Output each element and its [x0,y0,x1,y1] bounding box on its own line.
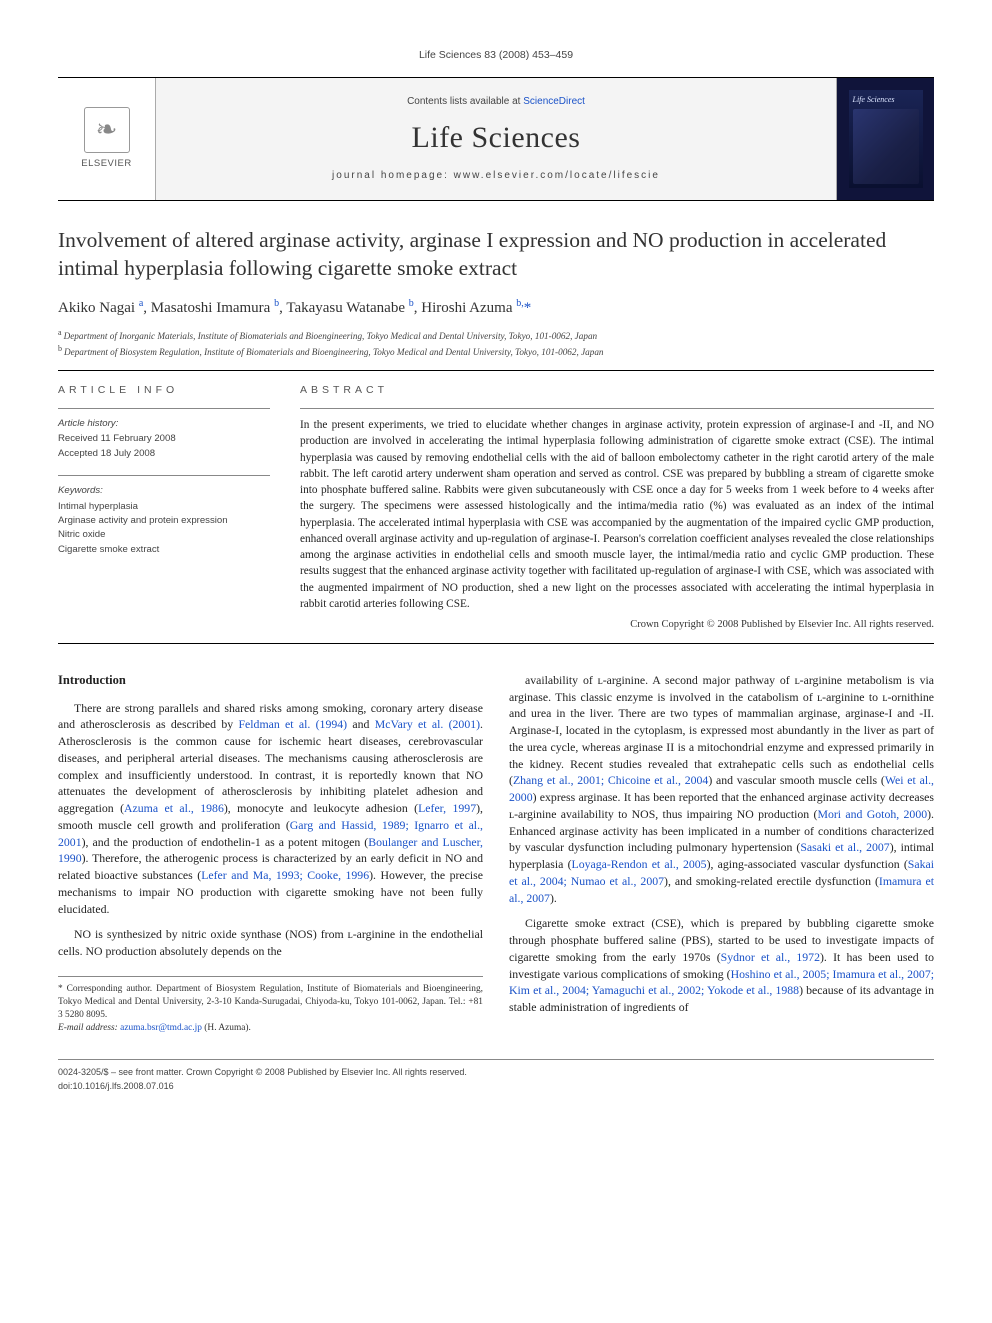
homepage-url: www.elsevier.com/locate/lifescie [454,170,660,181]
t: ), and smoking-related erectile dysfunct… [664,874,879,888]
intro-heading: Introduction [58,672,483,690]
journal-masthead: ❧ ELSEVIER Contents lists available at S… [58,77,934,201]
ref-link[interactable]: Lefer, 1997 [418,801,476,815]
article-info-heading: ARTICLE INFO [58,383,270,398]
elsevier-tree-icon: ❧ [84,107,130,153]
article-title: Involvement of altered arginase activity… [58,227,934,283]
ref-link[interactable]: Lefer and Ma, 1993; Cooke, 1996 [201,868,369,882]
email-label: E-mail address: [58,1023,118,1033]
t: availability of ʟ-arginine. A second maj… [509,673,934,788]
author-email-link[interactable]: azuma.bsr@tmd.ac.jp [120,1023,202,1033]
contents-prefix: Contents lists available at [407,96,523,107]
t: ), and the production of endothelin-1 as… [82,835,369,849]
rule-top [58,370,934,371]
info-rule-1 [58,408,270,409]
affil-a-text: Department of Inorganic Materials, Insti… [64,331,598,341]
keywords-block: Keywords: Intimal hyperplasia Arginase a… [58,484,270,557]
t: ) and vascular smooth muscle cells ( [708,773,885,787]
t: and [347,717,375,731]
ref-link[interactable]: Sasaki et al., 2007 [800,840,889,854]
keyword: Arginase activity and protein expression [58,515,228,526]
history-label: Article history: [58,417,270,431]
masthead-center: Contents lists available at ScienceDirec… [156,78,836,200]
received-date: Received 11 February 2008 [58,433,176,444]
article-history: Article history: Received 11 February 20… [58,417,270,461]
ref-link[interactable]: Zhang et al., 2001; Chicoine et al., 200… [513,773,708,787]
page-footer: 0024-3205/$ – see front matter. Crown Co… [58,1059,934,1093]
publisher-name: ELSEVIER [81,157,131,170]
footer-doi-line: doi:10.1016/j.lfs.2008.07.016 [58,1080,934,1094]
ref-link[interactable]: Sydnor et al., 1972 [721,950,820,964]
sciencedirect-link[interactable]: ScienceDirect [523,96,585,107]
email-tail: (H. Azuma). [202,1023,251,1033]
ref-link[interactable]: Mori and Gotoh, 2000 [817,807,927,821]
body-para-2: NO is synthesized by nitric oxide syntha… [58,926,483,960]
ref-link[interactable]: McVary et al. (2001) [375,717,480,731]
corresponding-footnote: * Corresponding author. Department of Bi… [58,983,483,1022]
running-head: Life Sciences 83 (2008) 453–459 [58,48,934,63]
t: ), aging-associated vascular dysfunction… [707,857,908,871]
publisher-logo-cell: ❧ ELSEVIER [58,78,156,200]
affiliations: aDepartment of Inorganic Materials, Inst… [58,327,934,361]
abstract-heading: ABSTRACT [300,383,934,398]
affil-b: bDepartment of Biosystem Regulation, Ins… [58,343,934,360]
author-list: Akiko Nagai a, Masatoshi Imamura b, Taka… [58,297,934,319]
article-info-column: ARTICLE INFO Article history: Received 1… [58,383,270,633]
body-para-4: Cigarette smoke extract (CSE), which is … [509,915,934,1016]
affil-a: aDepartment of Inorganic Materials, Inst… [58,327,934,344]
homepage-line: journal homepage: www.elsevier.com/locat… [332,169,660,183]
t: ). [550,891,557,905]
ref-link[interactable]: Loyaga-Rendon et al., 2005 [572,857,707,871]
keywords-label: Keywords: [58,484,270,498]
abstract-column: ABSTRACT In the present experiments, we … [300,383,934,633]
cover-thumb-title: Life Sciences [853,94,919,105]
keyword: Nitric oxide [58,529,105,540]
affil-b-text: Department of Biosystem Regulation, Inst… [64,347,604,357]
ref-link[interactable]: Feldman et al. (1994) [238,717,347,731]
journal-cover-thumb: Life Sciences [849,90,923,188]
body-columns: Introduction There are strong parallels … [58,672,934,1036]
homepage-prefix: journal homepage: [332,170,454,181]
abs-rule [300,408,934,409]
keyword: Intimal hyperplasia [58,501,138,512]
accepted-date: Accepted 18 July 2008 [58,448,155,459]
journal-name: Life Sciences [412,117,581,159]
footnotes: * Corresponding author. Department of Bi… [58,976,483,1036]
elsevier-logo: ❧ ELSEVIER [81,107,131,170]
abstract-copyright: Crown Copyright © 2008 Published by Else… [300,618,934,633]
info-rule-2 [58,475,270,476]
ref-link[interactable]: Azuma et al., 1986 [124,801,224,815]
cover-thumb-cell: Life Sciences [836,78,934,200]
t: ), monocyte and leukocyte adhesion ( [224,801,418,815]
footer-issn-line: 0024-3205/$ – see front matter. Crown Co… [58,1066,934,1080]
cover-thumb-art [853,109,919,184]
contents-line: Contents lists available at ScienceDirec… [407,95,585,109]
rule-bottom [58,643,934,644]
body-para-1: There are strong parallels and shared ri… [58,700,483,918]
email-footnote: E-mail address: azuma.bsr@tmd.ac.jp (H. … [58,1022,483,1035]
body-para-3: availability of ʟ-arginine. A second maj… [509,672,934,907]
abstract-text: In the present experiments, we tried to … [300,417,934,612]
keyword: Cigarette smoke extract [58,544,159,555]
